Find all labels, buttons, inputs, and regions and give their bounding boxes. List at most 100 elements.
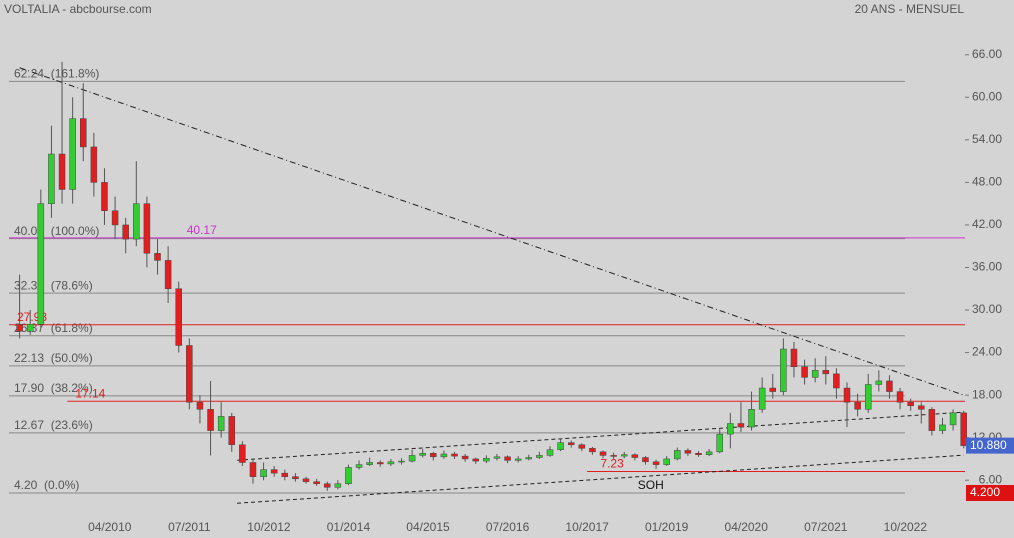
y-tick-label: 66.00: [972, 47, 1002, 61]
candle-body: [111, 210, 119, 226]
candle-body: [886, 380, 893, 392]
price-box: [966, 437, 1014, 454]
trendline: [237, 454, 964, 504]
candle-body: [366, 462, 373, 465]
x-tick-label: 10/2017: [565, 520, 609, 534]
candle-body: [716, 433, 723, 453]
x-tick-label: 04/2010: [88, 520, 132, 534]
candle-body: [90, 146, 98, 183]
candle-body: [260, 469, 267, 477]
fib-label: 40.07 (100.0%): [14, 224, 99, 238]
candle-body: [896, 391, 904, 403]
candle-body: [355, 464, 363, 468]
candle-body: [398, 460, 405, 463]
x-tick-label: 04/2015: [406, 520, 450, 534]
x-tick-label: 07/2021: [804, 520, 848, 534]
candle-body: [186, 345, 193, 403]
annotation: SOH: [638, 478, 664, 492]
x-tick-label: 07/2016: [486, 520, 530, 534]
candle-body: [727, 423, 734, 435]
candle-body: [472, 458, 479, 462]
candle-body: [557, 442, 564, 450]
level-label: 7.23: [600, 457, 624, 471]
candle-body: [270, 469, 278, 474]
candle-body: [58, 153, 66, 190]
candle-body: [642, 457, 649, 463]
candle-body: [960, 412, 967, 446]
candle-body: [525, 457, 533, 460]
fib-label: 22.13 (50.0%): [14, 351, 93, 365]
candle-body: [780, 348, 787, 392]
candle-body: [695, 453, 702, 455]
y-tick-label: 60.00: [972, 89, 1002, 103]
candle-body: [345, 467, 352, 485]
fib-label: 12.67 (23.6%): [14, 418, 93, 432]
candle-body: [302, 478, 310, 482]
price-label: 10.880: [970, 438, 1007, 452]
candle-body: [419, 453, 426, 456]
candle-body: [334, 483, 342, 488]
candle-body: [408, 455, 416, 462]
candle-body: [918, 405, 925, 410]
candle-body: [196, 401, 204, 410]
candle-body: [652, 461, 660, 465]
fib-label: 17.90 (38.2%): [14, 381, 93, 395]
candle-body: [440, 453, 448, 458]
candle-body: [377, 462, 384, 465]
candle-body: [164, 260, 172, 290]
candle-body: [133, 203, 140, 240]
candle-body: [875, 380, 883, 385]
x-tick-label: 10/2022: [884, 520, 928, 534]
candle-body: [663, 458, 670, 465]
fib-label: 4.20 (0.0%): [14, 478, 79, 492]
candle-body: [833, 373, 840, 389]
price-box: [966, 484, 1014, 501]
candle-body: [790, 348, 798, 368]
y-tick-label: 42.00: [972, 217, 1002, 231]
candle-body: [843, 387, 851, 403]
candle-body: [589, 448, 596, 453]
candle-body: [387, 461, 395, 465]
candle-body: [737, 423, 745, 428]
candle-body: [907, 401, 914, 407]
candle-body: [451, 453, 458, 457]
x-tick-label: 04/2020: [725, 520, 769, 534]
y-tick-label: 6.00: [979, 472, 1003, 486]
candle-body: [684, 450, 692, 454]
fib-label: 62.24 (161.8%): [14, 67, 99, 81]
candle-body: [323, 483, 331, 488]
candle-body: [674, 450, 681, 460]
candle-body: [228, 416, 236, 446]
candle-body: [101, 182, 108, 212]
candle-body: [811, 370, 819, 378]
candle-body: [80, 118, 87, 148]
candle-body: [854, 401, 861, 410]
candle-body: [514, 458, 522, 461]
candle-body: [281, 472, 289, 477]
chart-title: VOLTALIA - abcbourse.com: [4, 2, 152, 16]
candle-body: [122, 224, 129, 240]
candle-body: [69, 118, 76, 190]
candle-body: [769, 387, 777, 392]
level-label: 40.17: [187, 223, 217, 237]
candle-body: [175, 288, 182, 346]
candle-body: [143, 203, 151, 254]
candle-body: [620, 454, 628, 457]
trendline: [19, 67, 964, 396]
candle-body: [249, 462, 257, 477]
candle-body: [430, 453, 437, 458]
candle-body: [207, 409, 214, 431]
candle-body: [748, 409, 755, 428]
y-tick-label: 48.00: [972, 175, 1002, 189]
y-tick-label: 18.00: [972, 387, 1002, 401]
candle-body: [313, 481, 320, 485]
candle-body: [461, 455, 469, 460]
x-tick-label: 01/2014: [327, 520, 371, 534]
chart-subtitle: 20 ANS - MENSUEL: [855, 2, 965, 16]
candle-body: [154, 253, 161, 261]
candle-body: [493, 456, 501, 459]
x-tick-label: 07/2011: [168, 520, 211, 534]
candle-body: [292, 476, 299, 480]
candle-body: [801, 366, 808, 378]
